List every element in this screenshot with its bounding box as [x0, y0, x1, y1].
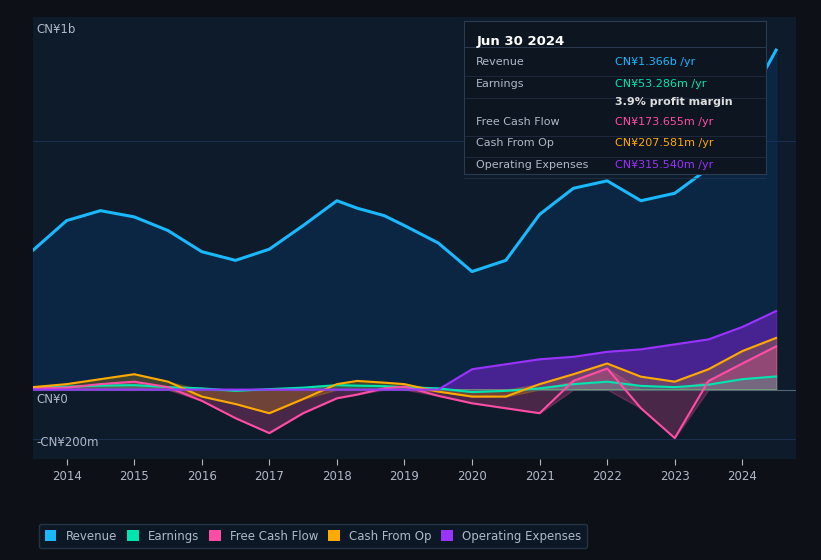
- Text: 3.9% profit margin: 3.9% profit margin: [615, 97, 732, 107]
- Text: -CN¥200m: -CN¥200m: [37, 436, 99, 450]
- Text: CN¥53.286m /yr: CN¥53.286m /yr: [615, 79, 706, 89]
- Text: Revenue: Revenue: [476, 58, 525, 67]
- Legend: Revenue, Earnings, Free Cash Flow, Cash From Op, Operating Expenses: Revenue, Earnings, Free Cash Flow, Cash …: [39, 524, 588, 548]
- Text: CN¥0: CN¥0: [37, 393, 68, 406]
- Text: CN¥207.581m /yr: CN¥207.581m /yr: [615, 138, 713, 148]
- Text: CN¥173.655m /yr: CN¥173.655m /yr: [615, 117, 713, 127]
- Text: Jun 30 2024: Jun 30 2024: [476, 35, 565, 48]
- Text: CN¥1.366b /yr: CN¥1.366b /yr: [615, 58, 695, 67]
- Text: CN¥1b: CN¥1b: [37, 24, 76, 36]
- Text: Earnings: Earnings: [476, 79, 525, 89]
- Text: Operating Expenses: Operating Expenses: [476, 160, 589, 170]
- Text: Cash From Op: Cash From Op: [476, 138, 554, 148]
- Text: CN¥315.540m /yr: CN¥315.540m /yr: [615, 160, 713, 170]
- Text: Free Cash Flow: Free Cash Flow: [476, 117, 560, 127]
